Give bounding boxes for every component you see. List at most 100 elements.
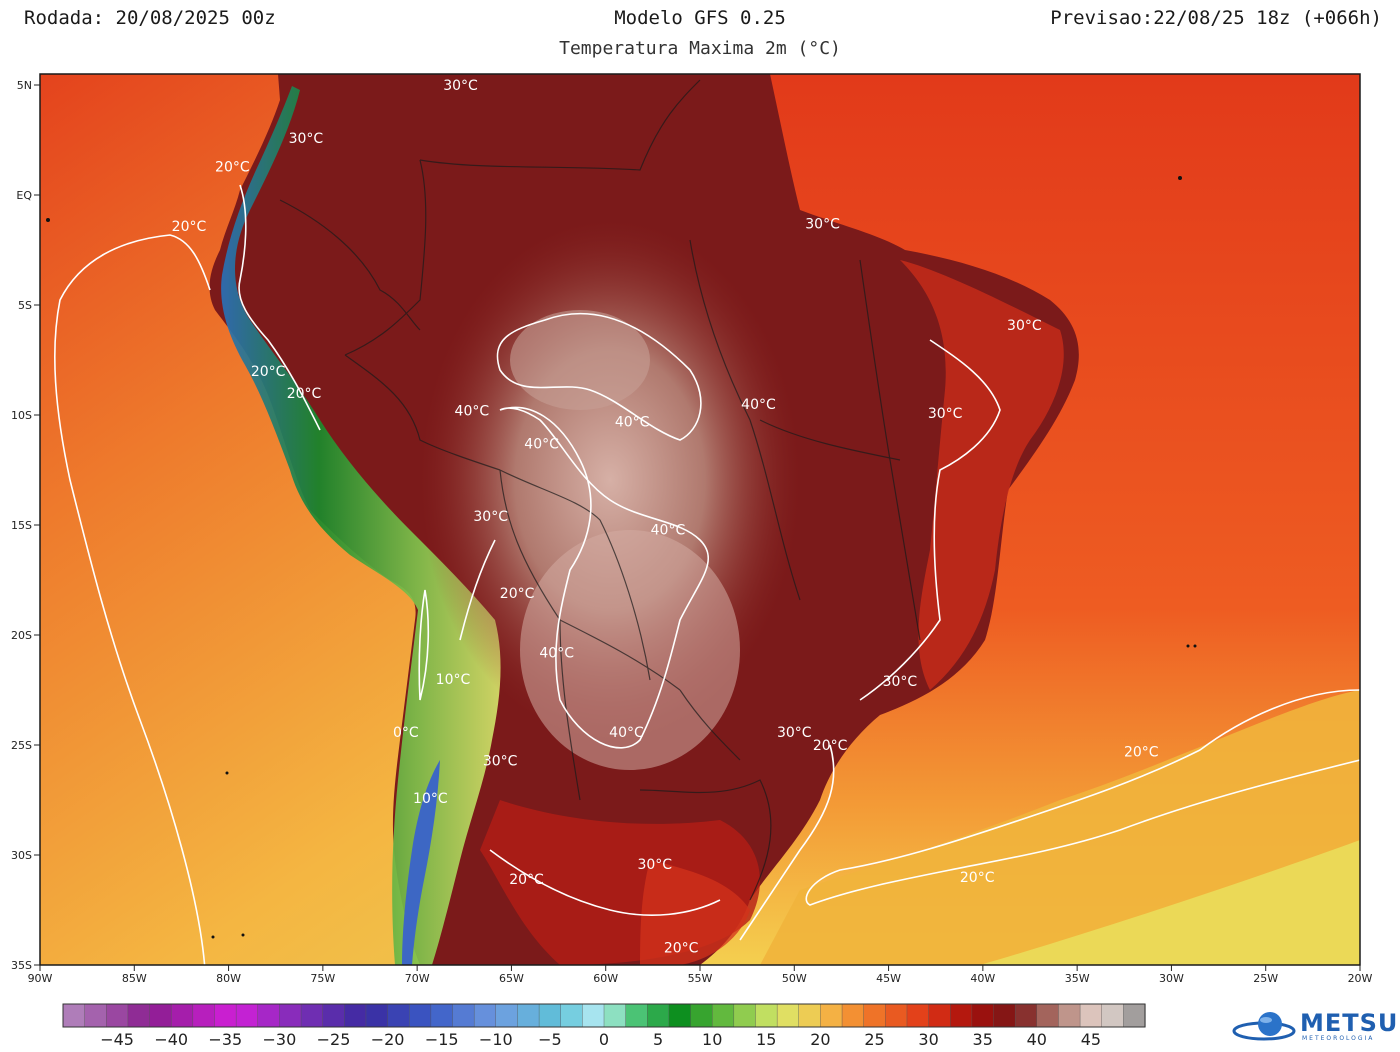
contour-label-20-c: 20°C <box>1124 745 1159 761</box>
lat-tick-25s: 25S <box>11 739 32 752</box>
colorbar-cell <box>517 1003 540 1028</box>
colorbar-cell <box>473 1003 497 1028</box>
colorbar-cell <box>993 1003 1016 1028</box>
colorbar-cell <box>192 1003 216 1028</box>
colorbar-cell <box>62 1003 86 1028</box>
colorbar-cell <box>495 1003 519 1028</box>
colorbar-cell <box>409 1003 432 1028</box>
contour-label-40-c: 40°C <box>609 725 644 741</box>
contour-label-30-c: 30°C <box>883 674 918 690</box>
andes-cold-field <box>221 86 501 965</box>
lon-tick-90w: 90W <box>28 972 53 985</box>
colorbar-cell <box>170 1003 194 1028</box>
contour-label-20-c: 20°C <box>172 219 207 235</box>
colorbar-cell <box>841 1003 865 1028</box>
colorbar-tick-35: 35 <box>973 1030 993 1049</box>
lon-tick-70w: 70W <box>405 972 430 985</box>
colorbar-cell <box>712 1003 735 1028</box>
contour-label-40-c: 40°C <box>524 437 559 453</box>
colorbar-tick-10: 10 <box>702 1030 722 1049</box>
lat-tick-20s: 20S <box>11 629 32 642</box>
metsul-logo: METSUL METEOROLOGIA <box>1232 1007 1400 1047</box>
run-label: Rodada: 20/08/2025 00z <box>24 7 276 29</box>
forecast-label: Previsao:22/08/25 18z (+066h) <box>1050 7 1382 29</box>
colorbar-cell <box>1036 1003 1060 1028</box>
contour-label-30-c: 30°C <box>473 509 508 525</box>
model-label: Modelo GFS 0.25 <box>614 7 786 29</box>
contour-label-10-c: 10°C <box>413 791 448 807</box>
colorbar-cell <box>1079 1003 1103 1028</box>
colorbar-cell <box>538 1003 562 1028</box>
lat-tick-35s: 35S <box>11 959 32 972</box>
colorbar-tick-45: 45 <box>1081 1030 1101 1049</box>
colorbar-cell <box>1123 1003 1146 1028</box>
colorbar-tick-20: −20 <box>371 1030 405 1049</box>
lon-tick-55w: 55W <box>688 972 713 985</box>
colorbar-tick-30: 30 <box>918 1030 938 1049</box>
latitude-axis: 5N EQ 5S 10S 15S 20S 25S 30S 35S <box>11 79 40 972</box>
contour-label-40-c: 40°C <box>741 397 776 413</box>
logo-text: METSUL <box>1300 1009 1400 1037</box>
colorbar-cell <box>1058 1003 1081 1028</box>
contour-label-40-c: 40°C <box>615 415 650 431</box>
colorbar-tick-30: −30 <box>263 1030 297 1049</box>
contour-label-20-c: 20°C <box>500 586 535 602</box>
lon-tick-20w: 20W <box>1348 972 1373 985</box>
contour-label-30-c: 30°C <box>289 131 324 147</box>
contour-label-30-c: 30°C <box>443 78 478 94</box>
colorbar-cell <box>452 1003 475 1028</box>
colorbar-cell <box>214 1003 237 1028</box>
colorbar-cell <box>776 1003 800 1028</box>
colorbar-tick-5: 5 <box>653 1030 663 1049</box>
colorbar-cell <box>906 1003 930 1028</box>
contour-label-20-c: 20°C <box>215 159 250 175</box>
contour-label-20-c: 20°C <box>251 364 286 380</box>
contour-label-20-c: 20°C <box>287 386 322 402</box>
colorbar-tick-10: −10 <box>479 1030 513 1049</box>
colorbar-cell <box>582 1003 605 1028</box>
contour-label-40-c: 40°C <box>455 404 490 420</box>
lon-tick-45w: 45W <box>876 972 901 985</box>
colorbar-cell <box>603 1003 627 1028</box>
lat-tick-30s: 30S <box>11 849 32 862</box>
lat-tick-5s: 5S <box>18 299 32 312</box>
lon-tick-60w: 60W <box>593 972 618 985</box>
colorbar-cell <box>235 1003 259 1028</box>
colorbar <box>62 1003 1146 1028</box>
colorbar-cell <box>1014 1003 1038 1028</box>
lon-tick-30w: 30W <box>1159 972 1184 985</box>
contour-label-30-c: 30°C <box>928 406 963 422</box>
colorbar-cell <box>127 1003 151 1028</box>
colorbar-cell <box>950 1003 973 1028</box>
colorbar-cell <box>971 1003 995 1028</box>
colorbar-tick-25: −25 <box>317 1030 351 1049</box>
map-field <box>40 74 1360 965</box>
lon-tick-35w: 35W <box>1065 972 1090 985</box>
contour-label-30-c: 30°C <box>777 725 812 741</box>
colorbar-cell <box>365 1003 389 1028</box>
colorbar-tick-40: −40 <box>154 1030 188 1049</box>
colorbar-tick-25: 25 <box>864 1030 884 1049</box>
lon-tick-50w: 50W <box>782 972 807 985</box>
colorbar-cell <box>106 1003 129 1028</box>
colorbar-cell <box>84 1003 107 1028</box>
colorbar-cell <box>798 1003 822 1028</box>
uruguay-warm-field <box>640 860 750 965</box>
contour-label-30-c: 30°C <box>483 753 518 769</box>
colorbar-cell <box>322 1003 345 1028</box>
contour-label-20-c: 20°C <box>813 738 848 754</box>
longitude-axis: 90W 85W 80W 75W 70W 65W 60W 55W 50W 45W 40W 35W 30W 2… <box>28 965 1373 985</box>
colorbar-tick-15: −15 <box>425 1030 459 1049</box>
colorbar-cell <box>430 1003 454 1028</box>
lat-tick-eq: EQ <box>16 189 32 202</box>
lon-tick-75w: 75W <box>310 972 335 985</box>
colorbar-cell <box>257 1003 281 1028</box>
colorbar-cell <box>625 1003 648 1028</box>
south-atlantic-coolest-field <box>980 840 1360 965</box>
contour-labels: 30°C30°C20°C20°C 30°C30°C20°C20°C40°C 40°C… <box>172 78 1159 956</box>
colorbar-cell <box>300 1003 324 1028</box>
contour-label-40-c: 40°C <box>539 646 574 662</box>
contour-label-40-c: 40°C <box>651 522 686 538</box>
contour-label-20-c: 20°C <box>960 870 995 886</box>
lat-tick-15s: 15S <box>11 519 32 532</box>
